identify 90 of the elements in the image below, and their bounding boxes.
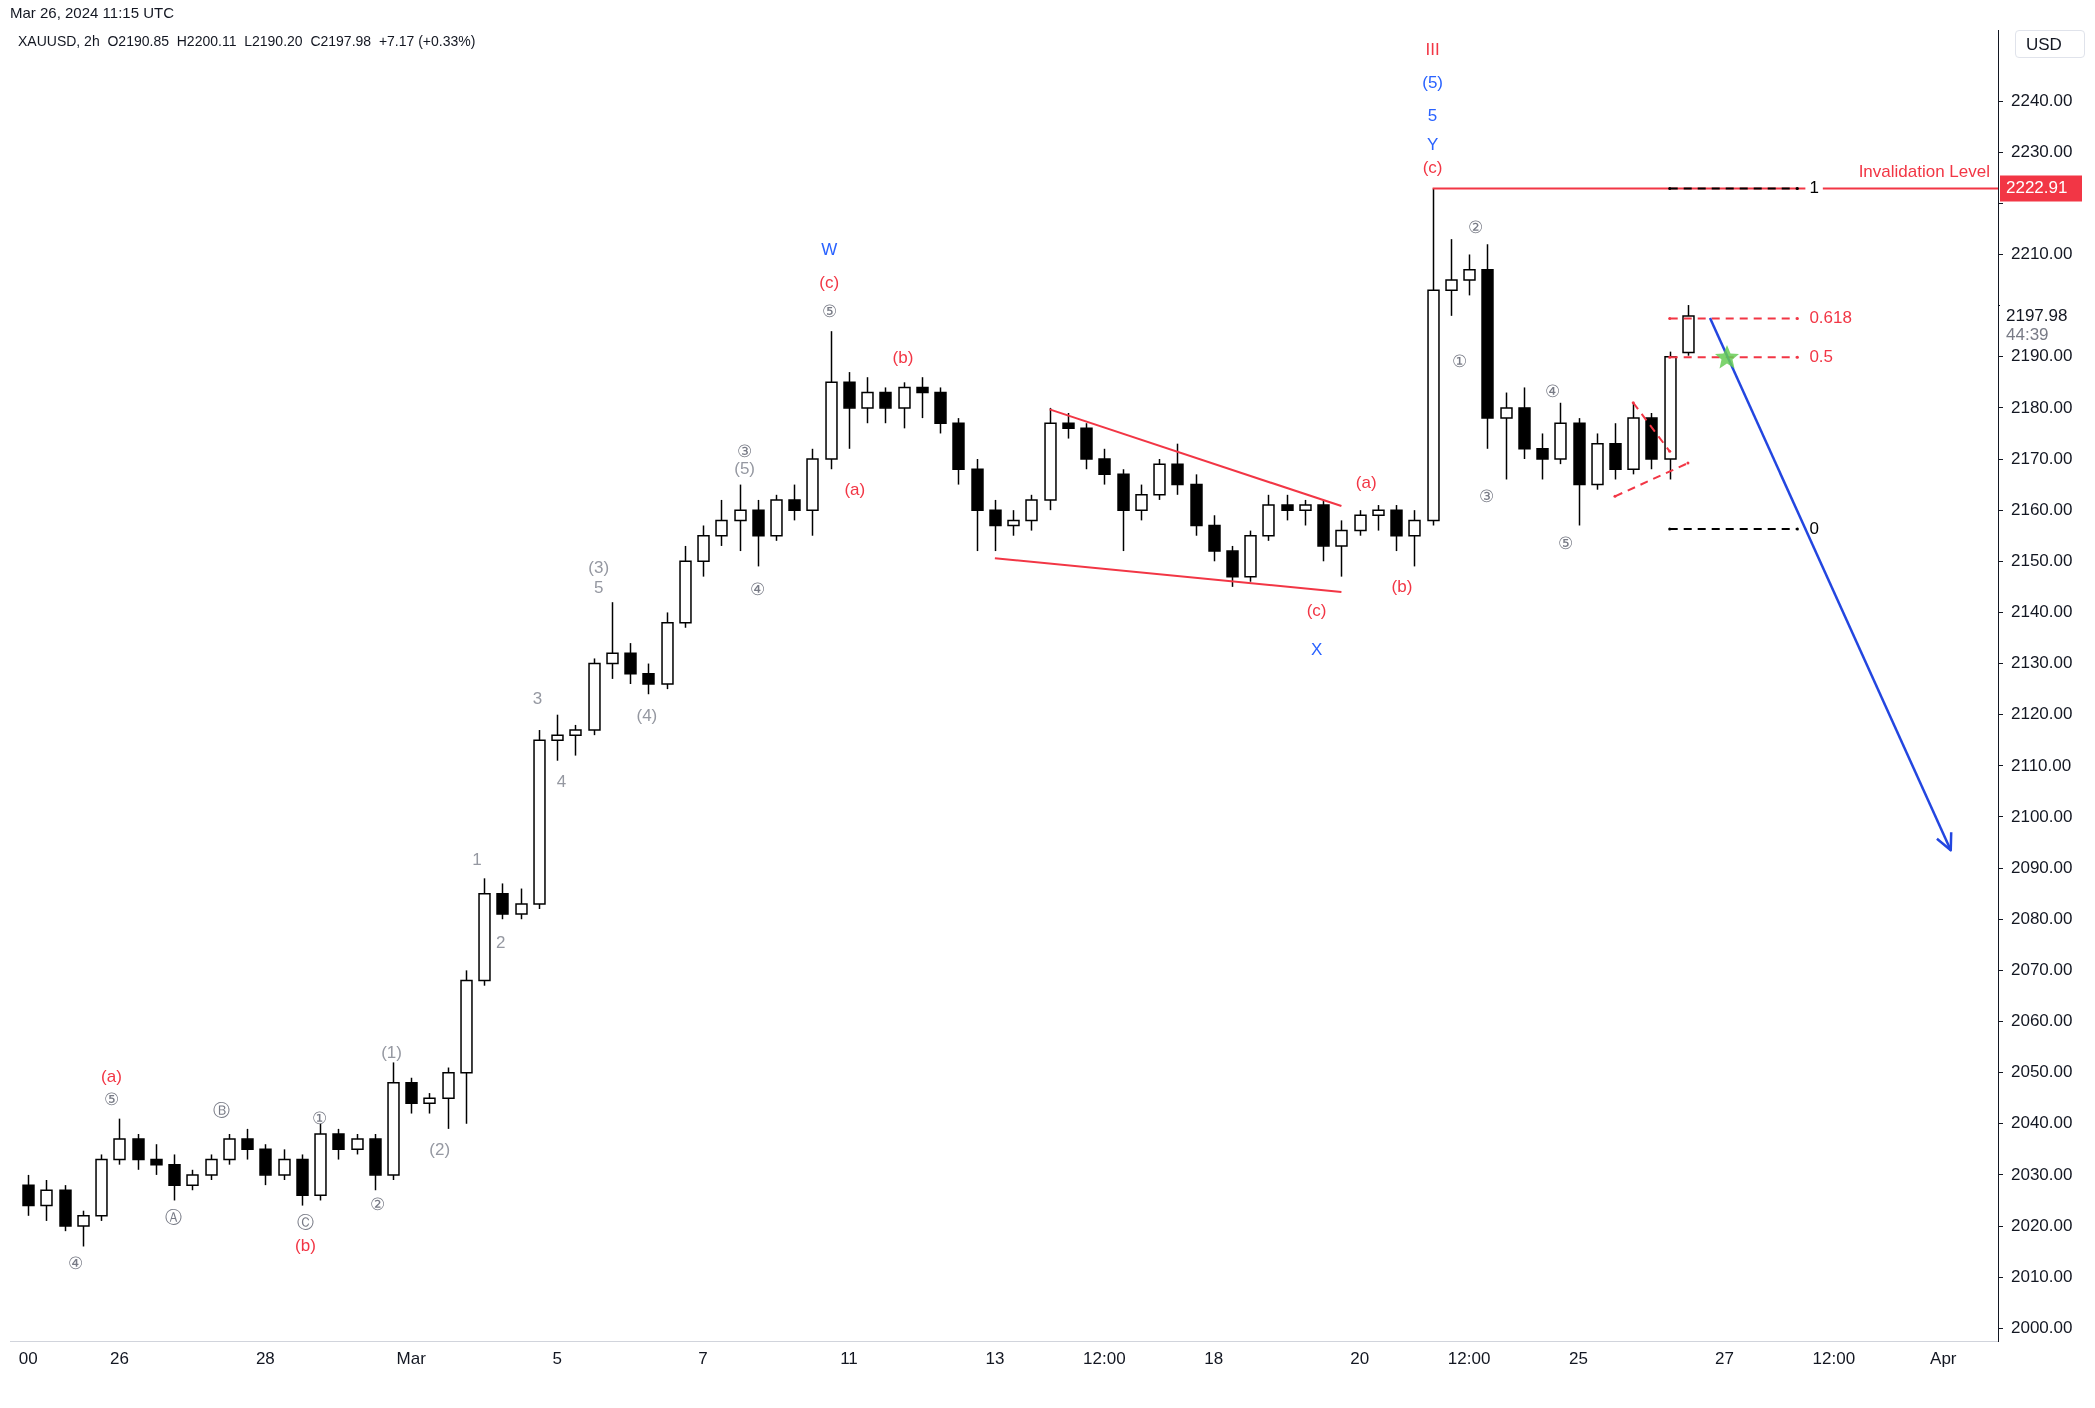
y-tick-label: 2210.00 xyxy=(2011,244,2073,264)
y-tick-label: 2020.00 xyxy=(2011,1215,2073,1235)
x-tick-label: 25 xyxy=(1569,1349,1588,1369)
y-tick-label: 2040.00 xyxy=(2011,1113,2073,1133)
x-tick-label: 27 xyxy=(1714,1349,1734,1369)
y-tick-label: 2120.00 xyxy=(2011,704,2073,724)
annotation: ⑤ xyxy=(821,302,837,322)
data-label: 2222.91 xyxy=(2006,178,2068,198)
annotation: (2) xyxy=(429,1140,451,1160)
annotation: 2 xyxy=(495,932,506,952)
annotation: ① xyxy=(1452,352,1468,372)
x-tick-label: 12:00 xyxy=(1083,1349,1126,1369)
y-tick-label: 2190.00 xyxy=(2011,346,2073,366)
y-tick-label: 2230.00 xyxy=(2011,141,2073,161)
annotation: ④ xyxy=(1545,381,1561,401)
annotation: ⑤ xyxy=(1557,533,1573,553)
x-tick-label: 12:00 xyxy=(1812,1349,1856,1369)
y-tick-label: 2160.00 xyxy=(2011,499,2073,519)
y-tick-label: 2130.00 xyxy=(2011,653,2073,673)
y-tick-label: 2180.00 xyxy=(2011,397,2073,417)
annotation: Ⓑ xyxy=(213,1100,231,1120)
series-label: 1 xyxy=(1809,178,1819,198)
x-tick-label: 13 xyxy=(985,1349,1005,1369)
annotation: (b) xyxy=(892,348,914,368)
annotation: 4 xyxy=(556,771,567,791)
x-tick-label: 12:00 xyxy=(1447,1349,1491,1369)
annotation: III xyxy=(1425,39,1440,59)
y-tick-label: 2080.00 xyxy=(2011,908,2073,928)
annotation: Y xyxy=(1426,135,1439,155)
annotation: (3) xyxy=(588,557,610,577)
annotation: (5) xyxy=(1422,73,1443,93)
annotation: ⑤ xyxy=(103,1089,119,1109)
annotation: 3 xyxy=(532,689,543,709)
annotation: Ⓒ xyxy=(296,1213,314,1233)
annotation: ② xyxy=(370,1194,386,1214)
x-tick-label: 00 xyxy=(18,1349,38,1369)
annotation: (a) xyxy=(844,479,866,499)
text: 2197.98 xyxy=(2006,305,2068,325)
y-tick-label: 2140.00 xyxy=(2011,602,2073,622)
x-tick-label: Mar xyxy=(396,1349,427,1369)
series-label: 0.5 xyxy=(1809,346,1834,366)
annotation: (c) xyxy=(1422,157,1443,177)
y-tick-label: 2000.00 xyxy=(2011,1317,2073,1337)
text: Mar 26, 2024 11:15 UTC xyxy=(10,4,174,21)
annotation: ① xyxy=(311,1108,327,1128)
x-tick-label: 20 xyxy=(1350,1349,1370,1369)
annotation: ④ xyxy=(749,580,765,600)
annotation: (5) xyxy=(734,459,756,479)
y-tick-label: 2050.00 xyxy=(2011,1062,2073,1082)
y-tick-label: 2240.00 xyxy=(2011,90,2073,110)
annotation: X xyxy=(1310,640,1323,660)
series-label: Invalidation Level xyxy=(1858,162,1990,182)
annotation: (c) xyxy=(1306,600,1327,620)
annotation: (c) xyxy=(819,273,840,293)
annotation: (b) xyxy=(295,1236,316,1256)
annotation: 1 xyxy=(472,850,482,870)
x-tick-label: 28 xyxy=(255,1349,275,1369)
y-tick-label: 2090.00 xyxy=(2011,857,2073,877)
text: 44:39 xyxy=(2006,325,2049,345)
y-tick-label: 2070.00 xyxy=(2011,960,2073,980)
annotation: (a) xyxy=(101,1067,122,1087)
y-tick-label: 2170.00 xyxy=(2011,448,2073,468)
annotation: ② xyxy=(1468,218,1484,238)
y-tick-label: 2060.00 xyxy=(2011,1011,2073,1031)
annotation: ③ xyxy=(1479,486,1495,506)
annotation: (4) xyxy=(636,706,658,726)
y-tick-label: 2100.00 xyxy=(2011,806,2073,826)
annotation: Ⓐ xyxy=(164,1208,182,1228)
annotation: ③ xyxy=(737,442,753,462)
annotation: (1) xyxy=(381,1043,402,1063)
series-label: 0.618 xyxy=(1809,308,1852,328)
y-tick-label: 2010.00 xyxy=(2011,1266,2073,1286)
x-tick-label: Apr xyxy=(1930,1349,1957,1369)
annotation: W xyxy=(821,239,838,259)
annotation: (b) xyxy=(1391,576,1413,596)
x-tick-label: 18 xyxy=(1204,1349,1224,1369)
annotation: 5 xyxy=(1427,105,1438,125)
x-tick-label: 5 xyxy=(552,1349,562,1369)
x-tick-label: 11 xyxy=(840,1349,858,1369)
series-label: 0 xyxy=(1809,518,1819,538)
y-axis-title: USD xyxy=(2015,30,2085,58)
annotation: (a) xyxy=(1355,473,1377,493)
chart-title: XAUUSD, 2h O2190.85 H2200.11 L2190.20 C2197.98 +7.17 (+0.33%) xyxy=(18,33,476,49)
x-tick-label: 26 xyxy=(109,1349,129,1369)
y-tick-label: 2110.00 xyxy=(2011,755,2072,775)
y-tick-label: 2030.00 xyxy=(2011,1164,2073,1184)
y-tick-label: 2150.00 xyxy=(2011,550,2073,570)
annotation: ④ xyxy=(68,1253,84,1273)
annotation: 5 xyxy=(594,577,604,597)
x-tick-label: 7 xyxy=(698,1349,708,1369)
